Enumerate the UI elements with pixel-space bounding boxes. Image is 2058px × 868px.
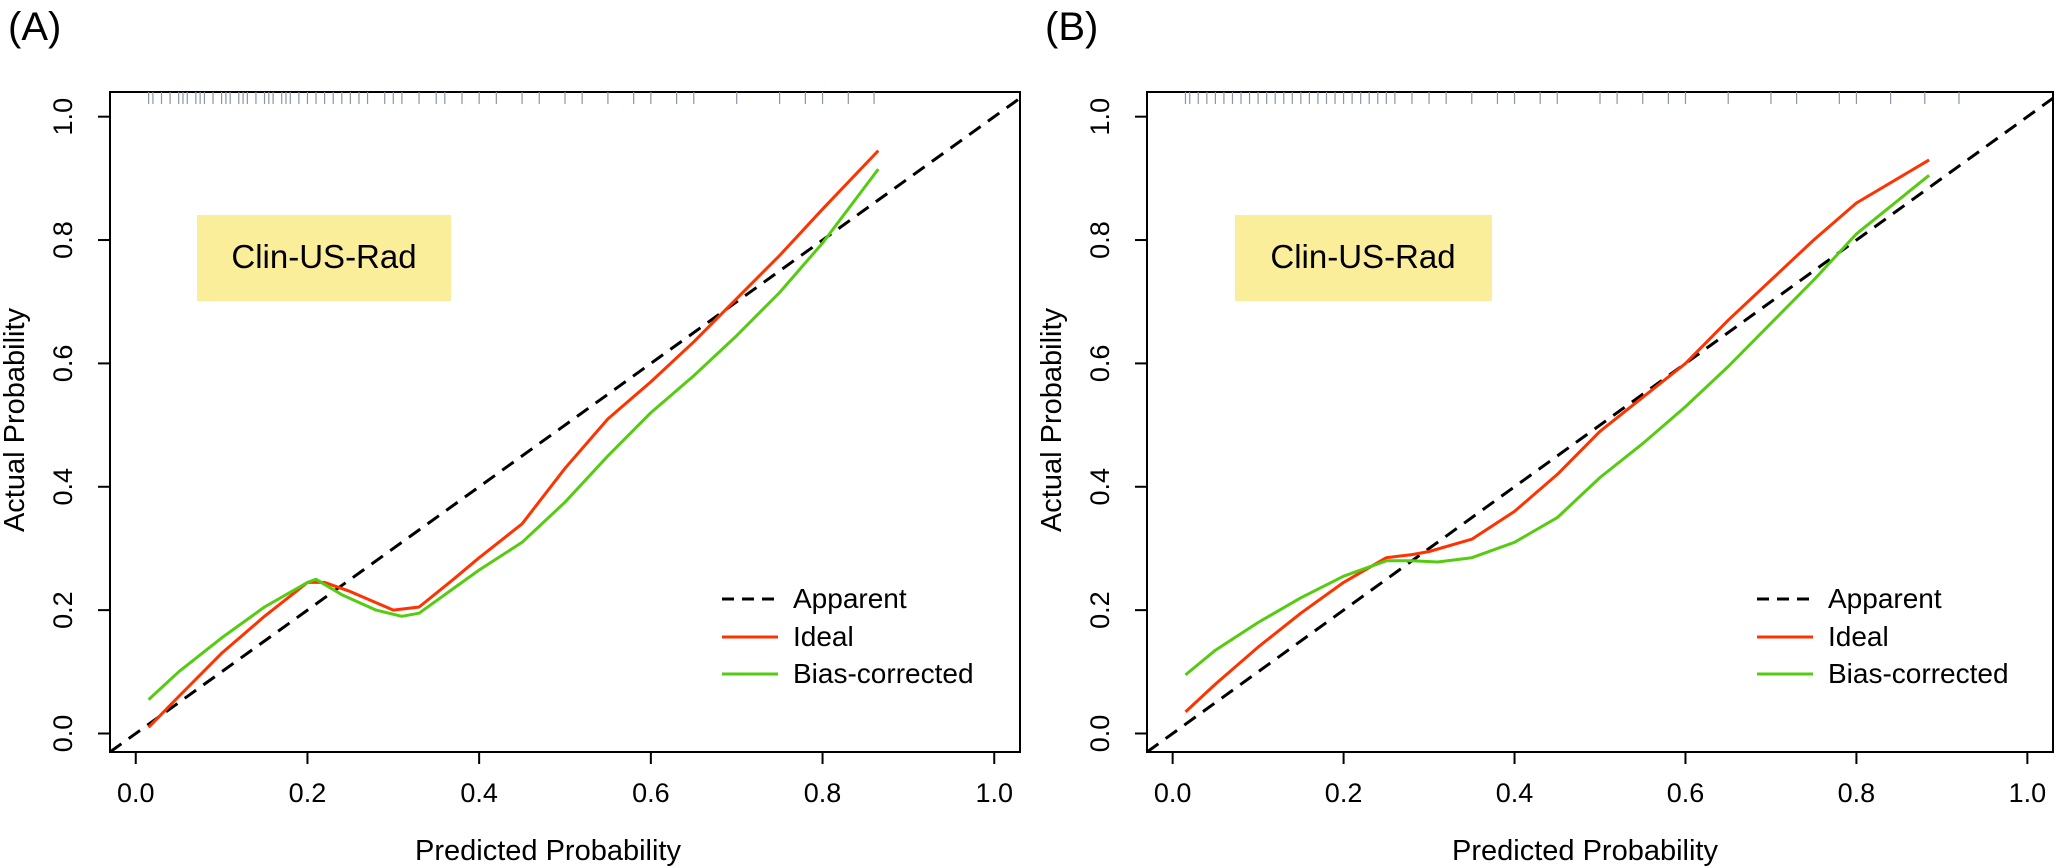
panel-b-y-tick-label-5: 1.0 (1085, 98, 1115, 136)
panel-b-x-tick-label-2: 0.4 (1496, 778, 1534, 808)
panel-a: (A) Clin-US-Rad Predicted Probability Ac… (0, 5, 1021, 867)
panel-a-y-axis-title: Actual Probability (0, 307, 31, 532)
panel-a-x-tick-label-5: 1.0 (975, 778, 1013, 808)
panel-b-series-bias-corrected (1184, 174, 1931, 677)
panel-b-x-tick-label-0: 0.0 (1154, 778, 1192, 808)
panel-b-x-tick-label-5: 1.0 (2009, 778, 2047, 808)
panel-b-y-tick-label-2: 0.4 (1085, 468, 1115, 506)
panel-a-label: (A) (8, 5, 61, 49)
panel-b-y-tick-label-1: 0.2 (1085, 591, 1115, 629)
panel-b-x-tick-label-4: 0.8 (1838, 778, 1876, 808)
panel-b-series-ideal (1184, 158, 1930, 713)
panel-b-series-apparent (1147, 96, 2053, 752)
panel-a-y-tick-label-4: 0.8 (48, 221, 78, 259)
panel-b: (B) Clin-US-Rad Predicted Probability Ac… (1036, 5, 2054, 867)
panel-a-series-bias-corrected (147, 168, 880, 701)
panel-b-legend-bias-corrected: Bias-corrected (1828, 658, 2009, 689)
panel-a-y-tick-label-1: 0.2 (48, 591, 78, 629)
panel-b-legend-apparent: Apparent (1828, 583, 1942, 614)
panel-b-label: (B) (1045, 5, 1098, 49)
panel-a-x-tick-label-4: 0.8 (804, 778, 842, 808)
panel-a-x-tick-label-1: 0.2 (289, 778, 327, 808)
panel-a-model-label-box (197, 215, 451, 301)
panel-b-model-label-box (1235, 215, 1492, 301)
panel-b-legend-ideal: Ideal (1828, 621, 1889, 652)
panel-a-series-apparent (110, 96, 1020, 752)
panel-b-y-tick-label-0: 0.0 (1085, 715, 1115, 753)
panel-a-model-label: Clin-US-Rad (231, 238, 416, 275)
panel-a-y-tick-label-3: 0.6 (48, 345, 78, 383)
panel-a-x-axis-title: Predicted Probability (415, 835, 681, 867)
panel-b-y-tick-label-3: 0.6 (1085, 345, 1115, 383)
panel-a-x-tick-label-3: 0.6 (632, 778, 670, 808)
panel-a-legend-apparent: Apparent (793, 583, 907, 614)
panel-a-x-tick-label-0: 0.0 (117, 778, 155, 808)
panel-a-y-tick-label-0: 0.0 (48, 715, 78, 753)
panel-b-y-axis-title: Actual Probability (1036, 307, 1068, 532)
panel-b-x-tick-label-3: 0.6 (1667, 778, 1705, 808)
panel-a-y-tick-label-2: 0.4 (48, 468, 78, 506)
panel-b-x-tick-label-1: 0.2 (1325, 778, 1363, 808)
panel-a-y-tick-label-5: 1.0 (48, 98, 78, 136)
panel-b-y-tick-label-4: 0.8 (1085, 221, 1115, 259)
panel-a-legend-bias-corrected: Bias-corrected (793, 658, 974, 689)
panel-a-legend-ideal: Ideal (793, 621, 854, 652)
panel-b-model-label: Clin-US-Rad (1270, 238, 1455, 275)
panel-b-x-axis-title: Predicted Probability (1452, 835, 1718, 867)
panel-a-series-ideal (147, 149, 880, 729)
panel-a-x-tick-label-2: 0.4 (460, 778, 498, 808)
